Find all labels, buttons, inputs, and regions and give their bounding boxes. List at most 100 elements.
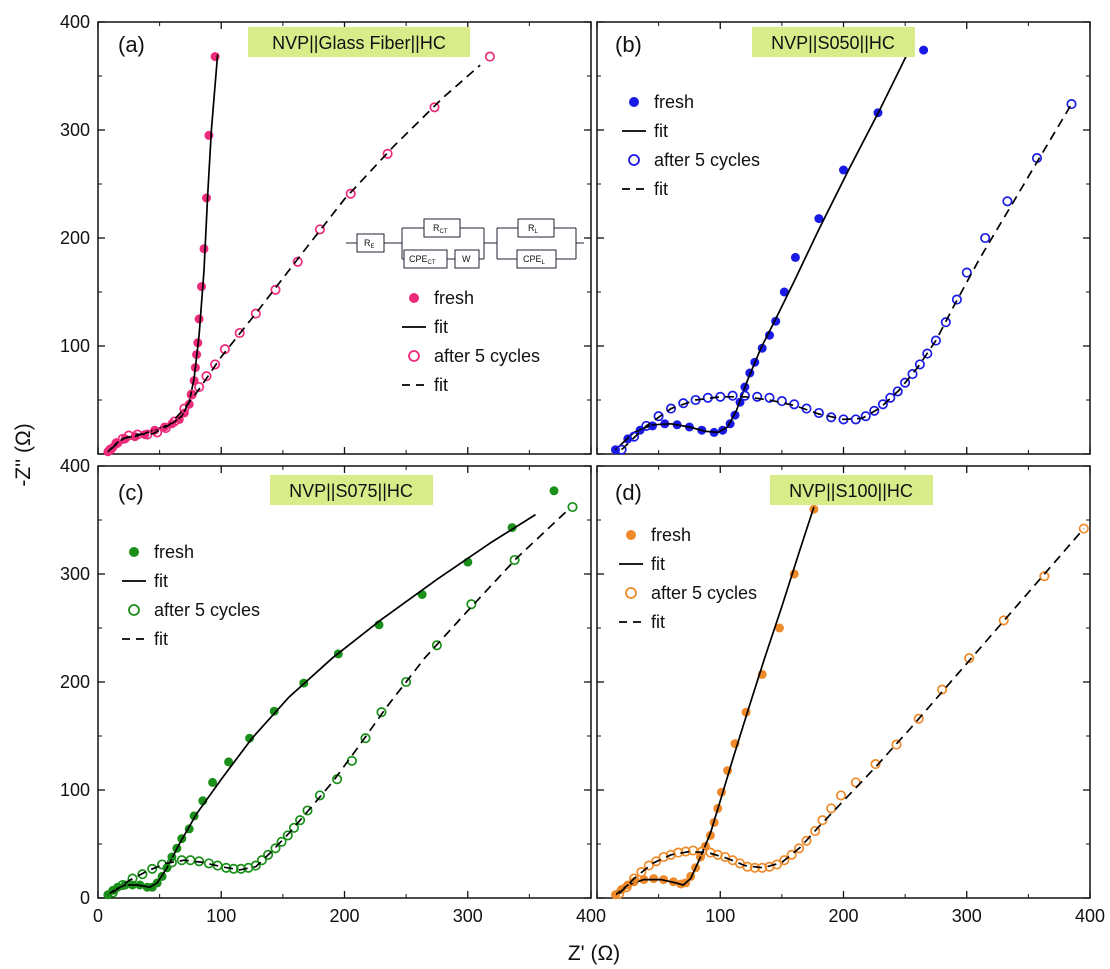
fit-line-solid bbox=[107, 54, 219, 453]
fit-line-dashed bbox=[621, 103, 1073, 451]
legend-label: fit bbox=[434, 375, 448, 395]
data-point-after-cycles bbox=[922, 348, 933, 359]
legend-label: fresh bbox=[651, 525, 691, 545]
data-point-after-cycles bbox=[641, 420, 652, 431]
axis-ticks: 100 200 300 400 bbox=[60, 12, 592, 455]
legend-marker-filled bbox=[129, 547, 139, 557]
legend: fresh fit after 5 cycles fit bbox=[402, 288, 540, 395]
data-point-after-cycles bbox=[794, 843, 805, 854]
fit-line-solid bbox=[107, 513, 536, 896]
data-point-after-cycles bbox=[998, 615, 1009, 626]
legend: fresh fit after 5 cycles fit bbox=[122, 542, 260, 649]
data-point-after-cycles bbox=[786, 849, 797, 860]
data-point-after-cycles bbox=[914, 359, 925, 370]
fit-line-solid bbox=[614, 506, 815, 896]
x-tick-label: 100 bbox=[705, 906, 735, 926]
series-group bbox=[611, 504, 1089, 900]
data-point-fresh bbox=[774, 623, 784, 633]
data-point-after-cycles bbox=[653, 411, 664, 422]
data-point-after-cycles bbox=[256, 855, 267, 866]
data-point-after-cycles bbox=[739, 390, 750, 401]
data-point-after-cycles bbox=[160, 423, 171, 434]
data-point-after-cycles bbox=[810, 825, 821, 837]
data-point-after-cycles bbox=[651, 856, 662, 867]
x-tick-label: 400 bbox=[576, 906, 606, 926]
data-point-after-cycles bbox=[1078, 523, 1089, 534]
panel-title: NVP||S100||HC bbox=[789, 481, 913, 501]
panel-a: 100 200 300 400 (a) NVP||Glass Fiber||HC fr… bbox=[60, 12, 592, 457]
data-point-after-cycles bbox=[817, 815, 828, 826]
data-point-after-cycles bbox=[860, 411, 871, 422]
fit-line-dashed bbox=[618, 528, 1085, 895]
equivalent-circuit bbox=[346, 218, 584, 269]
legend-marker-open bbox=[628, 154, 640, 166]
legend-label: fit bbox=[651, 554, 665, 574]
data-point-after-cycles bbox=[907, 369, 918, 380]
circuit-rct-label: RCT bbox=[433, 223, 448, 235]
data-point-after-cycles bbox=[835, 790, 847, 801]
data-point-after-cycles bbox=[665, 403, 677, 414]
data-point-after-cycles bbox=[376, 707, 387, 718]
data-point-after-cycles bbox=[636, 867, 647, 878]
circuit-rl-label: RL bbox=[528, 223, 539, 235]
data-point-after-cycles bbox=[360, 733, 371, 744]
data-point-after-cycles bbox=[401, 676, 412, 688]
data-point-after-cycles bbox=[203, 858, 214, 869]
y-tick-label: 100 bbox=[60, 780, 90, 800]
data-point-after-cycles bbox=[742, 861, 753, 872]
data-point-after-cycles bbox=[250, 860, 261, 871]
data-point-after-cycles bbox=[288, 822, 300, 833]
data-point-after-cycles bbox=[850, 414, 861, 425]
data-point-fresh bbox=[649, 874, 659, 884]
data-point-after-cycles bbox=[964, 653, 975, 664]
circuit-re-label: RE bbox=[364, 238, 375, 250]
plot-frame bbox=[97, 465, 592, 899]
data-point-after-cycles bbox=[869, 405, 880, 416]
data-point-after-cycles bbox=[764, 392, 775, 403]
series-group bbox=[611, 45, 1077, 455]
data-point-after-cycles bbox=[1066, 99, 1077, 110]
title-box bbox=[270, 475, 433, 505]
legend-label: fresh bbox=[654, 92, 694, 112]
data-point-after-cycles bbox=[382, 148, 393, 159]
series-group bbox=[103, 486, 578, 900]
data-point-after-cycles bbox=[282, 830, 293, 841]
title-box bbox=[752, 27, 915, 57]
axis-ticks: 00 100 100 200 200 300 300 400 400 bbox=[60, 456, 606, 926]
data-point-after-cycles bbox=[913, 713, 924, 724]
data-point-fresh bbox=[224, 757, 234, 767]
data-point-after-cycles bbox=[466, 599, 477, 610]
data-point-after-cycles bbox=[210, 359, 221, 370]
data-point-after-cycles bbox=[270, 843, 281, 854]
legend-marker-filled bbox=[629, 97, 639, 107]
data-point-after-cycles bbox=[270, 284, 281, 295]
legend-label: fit bbox=[434, 317, 448, 337]
axis-ticks: 100 200 300 400 bbox=[596, 465, 1105, 926]
data-point-fresh bbox=[245, 733, 255, 743]
data-point-after-cycles bbox=[980, 232, 991, 244]
data-point-after-cycles bbox=[1039, 571, 1050, 582]
legend-label: fit bbox=[654, 179, 668, 199]
legend-label: fresh bbox=[434, 288, 474, 308]
data-point-after-cycles bbox=[892, 386, 903, 397]
panel-letter: (b) bbox=[615, 32, 642, 57]
data-point-after-cycles bbox=[169, 416, 180, 427]
legend-marker-open bbox=[128, 604, 140, 616]
legend-marker-filled bbox=[626, 530, 636, 540]
data-point-after-cycles bbox=[567, 501, 578, 513]
data-point-after-cycles bbox=[484, 51, 495, 62]
legend-label: after 5 cycles bbox=[434, 346, 540, 366]
data-point-after-cycles bbox=[292, 256, 303, 267]
data-point-after-cycles bbox=[107, 887, 118, 898]
data-point-after-cycles bbox=[727, 390, 738, 401]
data-point-after-cycles bbox=[302, 805, 313, 816]
data-point-after-cycles bbox=[431, 640, 442, 651]
data-point-fresh bbox=[839, 165, 848, 175]
data-point-after-cycles bbox=[826, 803, 837, 814]
circuit-cpel-label: CPEL bbox=[523, 254, 546, 266]
panel-b: (b) NVP||S050||HC fresh fit after 5 cycles… bbox=[596, 21, 1091, 455]
panel-title: NVP||S075||HC bbox=[289, 481, 413, 501]
data-point-after-cycles bbox=[179, 403, 190, 414]
y-tick-label: 0 bbox=[80, 888, 90, 908]
